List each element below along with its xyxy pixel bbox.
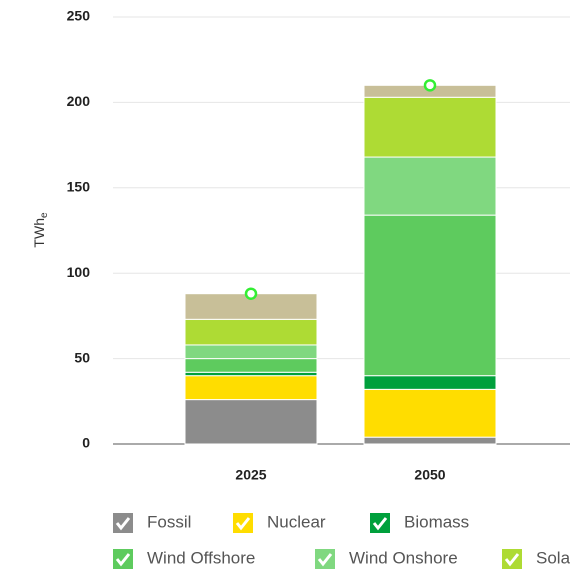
bar-segment — [184, 375, 318, 401]
bar-segment — [184, 318, 318, 346]
total-marker — [423, 79, 437, 92]
legend-checkbox — [315, 549, 335, 569]
bar-segment — [184, 344, 318, 360]
bar-segment — [184, 399, 318, 445]
legend-label: Sola — [536, 548, 570, 567]
legend-label: Wind Onshore — [349, 548, 458, 567]
y-tick-label: 200 — [67, 93, 91, 109]
bar-segment — [363, 156, 497, 216]
y-tick-label: 150 — [67, 179, 91, 195]
y-tick-label: 100 — [67, 264, 91, 280]
bar-segment — [184, 358, 318, 373]
bar-segment — [363, 96, 497, 158]
bar-segment — [363, 214, 497, 377]
y-tick-label: 50 — [74, 349, 90, 365]
legend-check — [115, 553, 131, 567]
legend-check — [235, 517, 251, 531]
legend-checkbox — [370, 513, 390, 533]
legend-checkbox — [113, 549, 133, 569]
x-tick-label: 2025 — [235, 467, 266, 483]
legend-check — [504, 553, 520, 567]
legend-label: Wind Offshore — [147, 548, 255, 567]
y-tick-label: 250 — [67, 8, 91, 24]
legend-check — [317, 553, 333, 567]
legend-checkbox — [502, 549, 522, 569]
total-marker — [244, 287, 258, 300]
x-tick-label: 2050 — [414, 467, 445, 483]
legend-checkbox — [233, 513, 253, 533]
bar-segment — [363, 388, 497, 438]
y-axis-label: TWhe — [31, 212, 50, 248]
legend-check — [372, 517, 388, 531]
legend-label: Nuclear — [267, 512, 326, 531]
legend-label: Biomass — [404, 512, 469, 531]
bar-segment — [363, 436, 497, 445]
bar-segment — [363, 375, 497, 390]
bar-segment — [184, 371, 318, 377]
legend-label: Fossil — [147, 512, 191, 531]
legend-checkbox — [113, 513, 133, 533]
y-tick-label: 0 — [82, 435, 90, 451]
legend-check — [115, 517, 131, 531]
